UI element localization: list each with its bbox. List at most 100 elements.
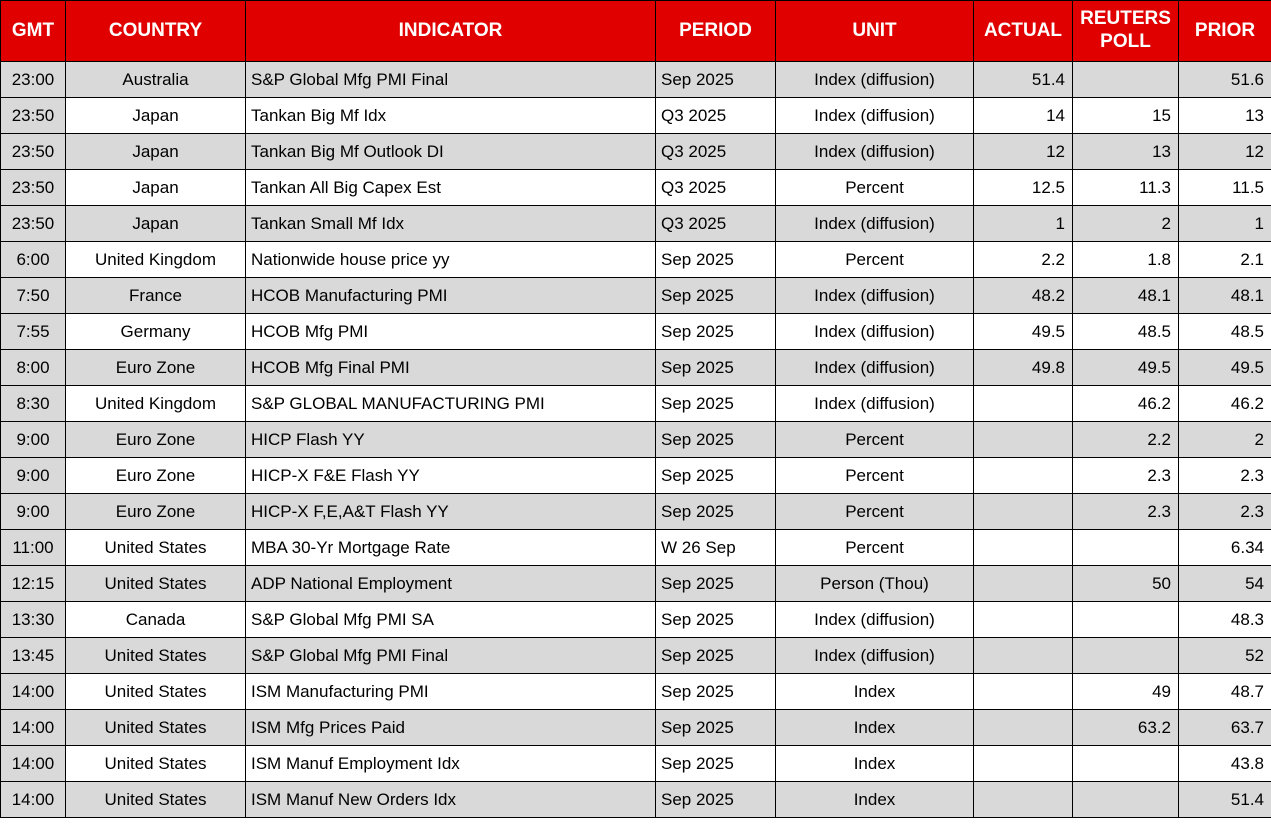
cell-prior: 2 bbox=[1178, 421, 1271, 458]
table-row: 9:00 Euro Zone HICP-X F,E,A&T Flash YY Sep … bbox=[0, 493, 1271, 530]
cell-indicator: S&P Global Mfg PMI SA bbox=[245, 601, 656, 638]
cell-unit: Index (diffusion) bbox=[775, 385, 974, 422]
table-body: 23:00 Australia S&P Global Mfg PMI Final Se… bbox=[0, 61, 1271, 818]
cell-prior: 13 bbox=[1178, 97, 1271, 134]
cell-poll: 2.3 bbox=[1072, 457, 1179, 494]
cell-unit: Index (diffusion) bbox=[775, 313, 974, 350]
cell-gmt: 7:50 bbox=[0, 277, 66, 314]
cell-actual bbox=[973, 637, 1073, 674]
cell-country: United States bbox=[65, 529, 246, 566]
cell-prior: 2.1 bbox=[1178, 241, 1271, 278]
cell-period: Sep 2025 bbox=[655, 277, 776, 314]
cell-period: Sep 2025 bbox=[655, 457, 776, 494]
cell-gmt: 14:00 bbox=[0, 745, 66, 782]
cell-indicator: HCOB Mfg PMI bbox=[245, 313, 656, 350]
table-row: 23:00 Australia S&P Global Mfg PMI Final Se… bbox=[0, 61, 1271, 98]
cell-country: Australia bbox=[65, 61, 246, 98]
cell-actual: 2.2 bbox=[973, 241, 1073, 278]
table-row: 8:00 Euro Zone HCOB Mfg Final PMI Sep 2025 I… bbox=[0, 349, 1271, 386]
cell-indicator: S&P GLOBAL MANUFACTURING PMI bbox=[245, 385, 656, 422]
cell-unit: Index (diffusion) bbox=[775, 61, 974, 98]
cell-unit: Percent bbox=[775, 457, 974, 494]
cell-period: Sep 2025 bbox=[655, 349, 776, 386]
cell-period: Sep 2025 bbox=[655, 637, 776, 674]
column-header-unit: UNIT bbox=[775, 0, 974, 62]
cell-indicator: Tankan All Big Capex Est bbox=[245, 169, 656, 206]
cell-unit: Index bbox=[775, 781, 974, 818]
cell-unit: Index (diffusion) bbox=[775, 133, 974, 170]
cell-prior: 1 bbox=[1178, 205, 1271, 242]
table-row: 14:00 United States ISM Manufacturing PMI S… bbox=[0, 673, 1271, 710]
cell-actual: 49.8 bbox=[973, 349, 1073, 386]
cell-prior: 46.2 bbox=[1178, 385, 1271, 422]
header-row: GMT COUNTRY INDICATOR PERIOD UNIT ACTUAL… bbox=[0, 0, 1271, 62]
cell-gmt: 8:00 bbox=[0, 349, 66, 386]
cell-actual bbox=[973, 565, 1073, 602]
cell-country: United Kingdom bbox=[65, 385, 246, 422]
cell-actual: 1 bbox=[973, 205, 1073, 242]
cell-country: Japan bbox=[65, 133, 246, 170]
cell-actual bbox=[973, 745, 1073, 782]
cell-poll: 2.3 bbox=[1072, 493, 1179, 530]
cell-period: Sep 2025 bbox=[655, 241, 776, 278]
table-row: 23:50 Japan Tankan Big Mf Outlook DI Q3 202… bbox=[0, 133, 1271, 170]
cell-actual: 48.2 bbox=[973, 277, 1073, 314]
cell-gmt: 23:50 bbox=[0, 205, 66, 242]
cell-indicator: MBA 30-Yr Mortgage Rate bbox=[245, 529, 656, 566]
table-row: 14:00 United States ISM Manuf Employment I… bbox=[0, 745, 1271, 782]
table-row: 13:30 Canada S&P Global Mfg PMI SA Sep 2025… bbox=[0, 601, 1271, 638]
cell-poll: 48.5 bbox=[1072, 313, 1179, 350]
cell-prior: 11.5 bbox=[1178, 169, 1271, 206]
cell-unit: Index (diffusion) bbox=[775, 205, 974, 242]
cell-gmt: 9:00 bbox=[0, 457, 66, 494]
cell-unit: Index (diffusion) bbox=[775, 349, 974, 386]
cell-poll bbox=[1072, 637, 1179, 674]
cell-actual: 51.4 bbox=[973, 61, 1073, 98]
table-row: 23:50 Japan Tankan Big Mf Idx Q3 2025 Index … bbox=[0, 97, 1271, 134]
cell-period: Q3 2025 bbox=[655, 97, 776, 134]
cell-unit: Percent bbox=[775, 493, 974, 530]
cell-poll: 2.2 bbox=[1072, 421, 1179, 458]
cell-actual: 49.5 bbox=[973, 313, 1073, 350]
cell-indicator: Tankan Big Mf Idx bbox=[245, 97, 656, 134]
cell-country: Euro Zone bbox=[65, 421, 246, 458]
cell-unit: Person (Thou) bbox=[775, 565, 974, 602]
cell-prior: 48.1 bbox=[1178, 277, 1271, 314]
cell-country: Euro Zone bbox=[65, 493, 246, 530]
cell-gmt: 14:00 bbox=[0, 781, 66, 818]
cell-actual bbox=[973, 493, 1073, 530]
column-header-actual: ACTUAL bbox=[973, 0, 1073, 62]
cell-gmt: 9:00 bbox=[0, 493, 66, 530]
cell-gmt: 14:00 bbox=[0, 709, 66, 746]
cell-prior: 54 bbox=[1178, 565, 1271, 602]
cell-actual bbox=[973, 709, 1073, 746]
table-row: 9:00 Euro Zone HICP Flash YY Sep 2025 Percen… bbox=[0, 421, 1271, 458]
cell-indicator: Tankan Big Mf Outlook DI bbox=[245, 133, 656, 170]
cell-poll: 2 bbox=[1072, 205, 1179, 242]
column-header-gmt: GMT bbox=[0, 0, 66, 62]
cell-actual: 12 bbox=[973, 133, 1073, 170]
cell-poll bbox=[1072, 781, 1179, 818]
cell-actual bbox=[973, 385, 1073, 422]
cell-period: W 26 Sep bbox=[655, 529, 776, 566]
cell-poll bbox=[1072, 601, 1179, 638]
cell-period: Q3 2025 bbox=[655, 169, 776, 206]
cell-actual bbox=[973, 673, 1073, 710]
table-row: 23:50 Japan Tankan All Big Capex Est Q3 202… bbox=[0, 169, 1271, 206]
cell-gmt: 23:50 bbox=[0, 133, 66, 170]
cell-prior: 48.3 bbox=[1178, 601, 1271, 638]
cell-unit: Index (diffusion) bbox=[775, 97, 974, 134]
cell-gmt: 9:00 bbox=[0, 421, 66, 458]
cell-period: Sep 2025 bbox=[655, 385, 776, 422]
cell-period: Sep 2025 bbox=[655, 781, 776, 818]
cell-actual: 14 bbox=[973, 97, 1073, 134]
cell-period: Sep 2025 bbox=[655, 421, 776, 458]
table-row: 12:15 United States ADP National Employmen… bbox=[0, 565, 1271, 602]
cell-indicator: ISM Manufacturing PMI bbox=[245, 673, 656, 710]
cell-gmt: 14:00 bbox=[0, 673, 66, 710]
cell-period: Sep 2025 bbox=[655, 493, 776, 530]
cell-prior: 6.34 bbox=[1178, 529, 1271, 566]
cell-poll: 46.2 bbox=[1072, 385, 1179, 422]
cell-poll bbox=[1072, 745, 1179, 782]
table-row: 9:00 Euro Zone HICP-X F&E Flash YY Sep 2025… bbox=[0, 457, 1271, 494]
